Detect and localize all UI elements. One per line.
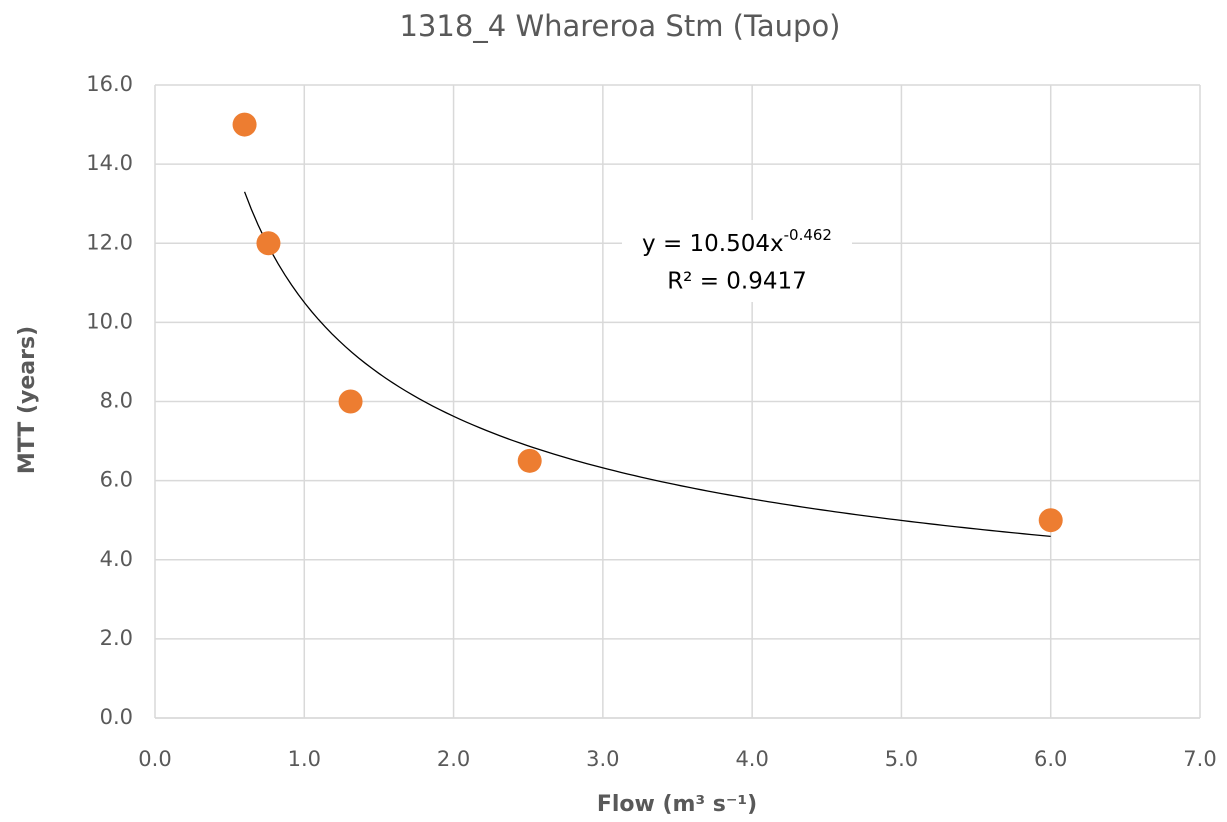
trendline bbox=[243, 191, 1051, 538]
y-tick-label: 4.0 bbox=[100, 547, 133, 571]
x-tick-label: 1.0 bbox=[288, 747, 321, 771]
y-tick-label: 12.0 bbox=[86, 230, 133, 254]
data-point bbox=[338, 389, 363, 414]
data-point bbox=[1038, 508, 1063, 533]
x-axis-label: Flow (m³ s⁻¹) bbox=[597, 792, 757, 817]
x-tick-label: 6.0 bbox=[1034, 747, 1067, 771]
x-tick-label: 0.0 bbox=[138, 747, 171, 771]
y-tick-label: 10.0 bbox=[86, 309, 133, 333]
y-tick-label: 14.0 bbox=[86, 151, 133, 175]
chart-title: 1318_4 Whareroa Stm (Taupo) bbox=[399, 9, 840, 43]
y-axis-label: MTT (years) bbox=[15, 326, 40, 474]
x-tick-label: 3.0 bbox=[586, 747, 619, 771]
x-tick-label: 7.0 bbox=[1183, 747, 1216, 771]
data-point bbox=[232, 112, 257, 137]
x-tick-label: 5.0 bbox=[885, 747, 918, 771]
trendline-r2: R² = 0.9417 bbox=[667, 269, 807, 295]
data-point bbox=[256, 231, 281, 256]
x-tick-label: 4.0 bbox=[735, 747, 768, 771]
y-tick-label: 6.0 bbox=[100, 468, 133, 492]
y-tick-label: 2.0 bbox=[100, 626, 133, 650]
y-tick-label: 16.0 bbox=[86, 72, 133, 96]
y-tick-label: 0.0 bbox=[100, 705, 133, 729]
trendline-equation: y = 10.504x-0.462 bbox=[642, 226, 832, 257]
x-tick-label: 2.0 bbox=[437, 747, 470, 771]
equation-text: y = 10.504x bbox=[642, 231, 784, 257]
equation-exponent: -0.462 bbox=[784, 226, 832, 244]
data-point bbox=[517, 448, 542, 473]
annotation-box bbox=[622, 220, 852, 302]
y-tick-label: 8.0 bbox=[100, 389, 133, 413]
